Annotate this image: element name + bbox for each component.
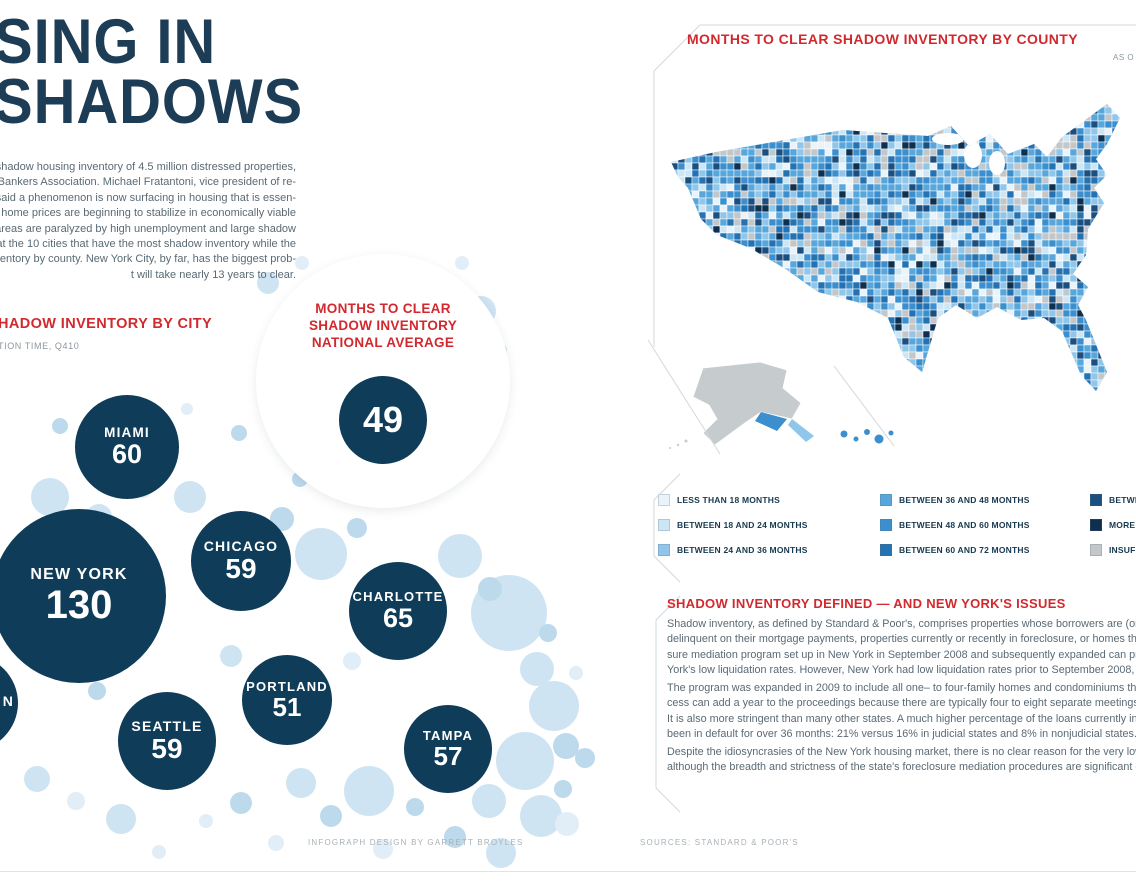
- legend-item: BETWE: [1090, 494, 1136, 506]
- legend-swatch: [880, 544, 892, 556]
- legend-label: INSUF: [1109, 545, 1136, 555]
- na-label-line1: MONTHS TO CLEAR: [315, 301, 451, 316]
- city-value: 65: [382, 603, 414, 634]
- city-bubble-charlotte: CHARLOTTE 65: [349, 562, 447, 660]
- city-bubble-portland: PORTLAND 51: [242, 655, 332, 745]
- footer-sources: SOURCES: STANDARD & POOR'S: [640, 838, 799, 847]
- defined-paragraph-3: Despite the idiosyncrasies of the New Yo…: [667, 746, 1136, 774]
- as-of-note: AS O: [1113, 53, 1135, 62]
- legend-label: BETWE: [1109, 495, 1136, 505]
- by-city-heading-text: HADOW INVENTORY: [0, 316, 153, 332]
- city-value: 59: [225, 553, 257, 585]
- na-label-line3: NATIONAL AVERAGE: [311, 335, 455, 350]
- defined-heading: SHADOW INVENTORY DEFINED — AND NEW YORK'…: [667, 596, 1066, 611]
- city-bubble-chicago: CHICAGO 59: [191, 511, 291, 611]
- legend-item: LESS THAN 18 MONTHS: [658, 494, 780, 506]
- legend-swatch: [658, 494, 670, 506]
- by-city-caption: TION TIME, Q410: [0, 341, 80, 351]
- legend-swatch: [1090, 519, 1102, 531]
- great-lakes: [932, 133, 1005, 175]
- hawaii-inset: [840, 429, 894, 444]
- national-average-value: 49: [339, 376, 427, 464]
- legend-item: BETWEEN 36 AND 48 MONTHS: [880, 494, 1030, 506]
- legend-swatch: [880, 519, 892, 531]
- by-city-heading-bold: BY CITY: [152, 316, 213, 332]
- city-name: NEW YORK: [30, 566, 128, 583]
- legend-swatch: [880, 494, 892, 506]
- us-county-map: [648, 104, 1120, 455]
- city-name: CHICAGO: [203, 538, 279, 555]
- legend-label: BETWEEN 24 AND 36 MONTHS: [677, 545, 808, 555]
- legend-swatch: [658, 544, 670, 556]
- by-county-heading-bold: BY COUNTY: [992, 31, 1078, 47]
- city-value: 59: [151, 733, 183, 765]
- county-cells: [671, 104, 1120, 391]
- city-name: TAMPA: [422, 727, 474, 743]
- legend-item: BETWEEN 18 AND 24 MONTHS: [658, 519, 808, 531]
- city-bubble-new-york: NEW YORK 130: [0, 509, 166, 683]
- city-value: 60: [111, 439, 143, 470]
- intro-text: shadow housing inventory of 4.5 million …: [0, 161, 296, 281]
- inset-divider-lines: [648, 339, 895, 455]
- title-line-2: SHADOWS: [0, 67, 304, 137]
- legend-label: LESS THAN 18 MONTHS: [677, 495, 780, 505]
- footer-design-credit: INFOGRAPH DESIGN BY GARRETT BROYLES: [308, 838, 524, 847]
- by-city-heading: HADOW INVENTORY BY CITY: [0, 316, 212, 332]
- by-county-heading-text: MONTHS TO CLEAR SHADOW INVENTORY: [687, 31, 993, 47]
- legend-swatch: [1090, 494, 1102, 506]
- national-average-label: MONTHS TO CLEAR SHADOW INVENTORY NATIONA…: [256, 300, 510, 351]
- city-bubble-tampa: TAMPA 57: [404, 705, 492, 793]
- legend-swatch: [1090, 544, 1102, 556]
- legend-item: MORE: [1090, 519, 1135, 531]
- city-value: 51: [272, 691, 302, 722]
- city-bubble-miami: MIAMI 60: [75, 395, 179, 499]
- legend-label: BETWEEN 18 AND 24 MONTHS: [677, 520, 808, 530]
- city-name: SEATTLE: [131, 718, 203, 735]
- na-label-line2: SHADOW INVENTORY: [308, 318, 458, 333]
- legend-label: MORE: [1109, 520, 1136, 530]
- legend-item: BETWEEN 24 AND 36 MONTHS: [658, 544, 808, 556]
- by-county-heading: MONTHS TO CLEAR SHADOW INVENTORY BY COUN…: [687, 31, 1078, 47]
- legend-swatch: [658, 519, 670, 531]
- alaska-inset: [669, 361, 814, 449]
- city-value: 130: [45, 583, 113, 627]
- page-title: SING IN SHADOWS: [0, 11, 303, 134]
- legend-label: BETWEEN 48 AND 60 MONTHS: [899, 520, 1030, 530]
- legend-item: BETWEEN 48 AND 60 MONTHS: [880, 519, 1030, 531]
- legend-label: BETWEEN 36 AND 48 MONTHS: [899, 495, 1030, 505]
- title-line-1: SING IN: [0, 7, 217, 77]
- legend-item: BETWEEN 60 AND 72 MONTHS: [880, 544, 1030, 556]
- legend-label: BETWEEN 60 AND 72 MONTHS: [899, 545, 1030, 555]
- city-name-fragment: N: [2, 693, 14, 709]
- city-value: 57: [433, 740, 463, 771]
- bottom-border-line: [0, 871, 1136, 872]
- city-name: PORTLAND: [246, 678, 328, 694]
- city-name: CHARLOTTE: [352, 589, 444, 605]
- legend-item: INSUF: [1090, 544, 1136, 556]
- city-name: MIAMI: [104, 425, 150, 441]
- defined-paragraph-2: The program was expanded in 2009 to incl…: [667, 682, 1136, 740]
- city-bubble-seattle: SEATTLE 59: [118, 692, 216, 790]
- defined-paragraph-1: Shadow inventory, as defined by Standard…: [667, 618, 1136, 676]
- national-average-circle: MONTHS TO CLEAR SHADOW INVENTORY NATIONA…: [256, 254, 510, 508]
